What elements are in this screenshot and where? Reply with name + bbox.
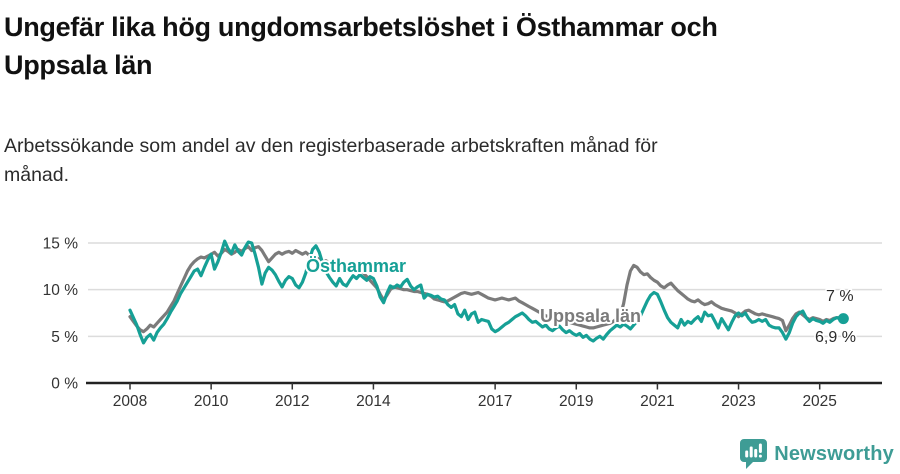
bar-small — [745, 450, 749, 458]
series-end-dot-osthammar — [837, 313, 849, 325]
x-tick-label-2021: 2021 — [640, 393, 674, 410]
chart-title: Ungefär lika hög ungdomsarbetslöshet i Ö… — [4, 12, 718, 81]
speech-bubble-shape — [740, 439, 768, 469]
end-value-label-uppsala-lan: 7 % — [826, 288, 854, 305]
y-tick-label-0pct: 0 % — [51, 376, 78, 393]
brand-name: Newsworthy — [774, 442, 894, 465]
unemployment-line-chart: 0 % 5 % 10 % 15 % 2008 2010 2012 2014 2017 2019 20… — [43, 236, 882, 410]
x-tick-label-2025: 2025 — [802, 393, 836, 410]
bar-medium — [754, 449, 758, 458]
y-tick-label-15pct: 15 % — [43, 236, 79, 253]
series-line-osthammar — [128, 239, 846, 345]
y-tick-label-10pct: 10 % — [43, 282, 79, 299]
end-value-label-osthammar: 6,9 % — [815, 329, 856, 346]
x-tick-label-2012: 2012 — [275, 393, 309, 410]
newsworthy-logo-icon — [740, 439, 768, 469]
series-line-uppsala-lan — [128, 245, 846, 334]
x-tick-label-2017: 2017 — [478, 393, 512, 410]
brand-footer: Newsworthy — [740, 439, 894, 469]
x-tick-label-2019: 2019 — [559, 393, 593, 410]
y-tick-label-5pct: 5 % — [51, 329, 78, 346]
x-tick-label-2010: 2010 — [194, 393, 229, 410]
x-tick-label-2014: 2014 — [356, 393, 391, 410]
x-tick-label-2008: 2008 — [113, 393, 147, 410]
exclamation-stem — [759, 443, 763, 453]
bar-tall — [749, 446, 753, 458]
exclamation-dot — [759, 454, 763, 458]
series-label-osthammar: Östhammar — [306, 256, 406, 276]
x-tick-label-2023: 2023 — [721, 393, 755, 410]
chart-subtitle: Arbetssökande som andel av den registerb… — [4, 135, 658, 187]
series-label-uppsala-lan: Uppsala län — [540, 306, 641, 326]
